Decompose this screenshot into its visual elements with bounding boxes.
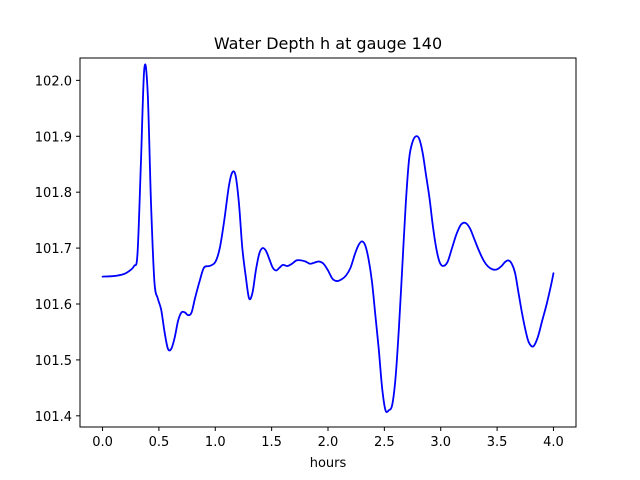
x-tick-label: 1.5: [261, 435, 282, 450]
y-tick-label: 101.9: [35, 130, 72, 145]
x-tick-label: 3.5: [487, 435, 508, 450]
x-tick-label: 2.5: [374, 435, 395, 450]
x-tick-label: 2.0: [318, 435, 339, 450]
series-layer: [101, 63, 555, 414]
y-tick-label: 101.6: [35, 298, 72, 313]
y-tick-label: 101.7: [35, 242, 72, 257]
chart-title: Water Depth h at gauge 140: [214, 34, 442, 53]
water-depth-line: [101, 63, 555, 414]
plot-area: [79, 57, 577, 428]
x-tick-label: 0.0: [92, 435, 113, 450]
x-tick-label: 0.5: [149, 435, 170, 450]
y-tick-label: 101.4: [35, 410, 72, 425]
x-axis-label: hours: [310, 456, 347, 471]
y-tick-label: 102.0: [35, 74, 72, 89]
x-tick-label: 3.0: [430, 435, 451, 450]
x-axis-ticks: 0.0 0.5 1.0 1.5 2.0 2.5 3.0 3.5 4.0: [92, 427, 564, 450]
x-tick-label: 4.0: [543, 435, 564, 450]
x-tick-label: 1.0: [205, 435, 226, 450]
y-axis-ticks: 101.4 101.5 101.6 101.7 101.8 101.9 102.0: [35, 74, 80, 425]
y-tick-label: 101.5: [35, 354, 72, 369]
y-tick-label: 101.8: [35, 186, 72, 201]
